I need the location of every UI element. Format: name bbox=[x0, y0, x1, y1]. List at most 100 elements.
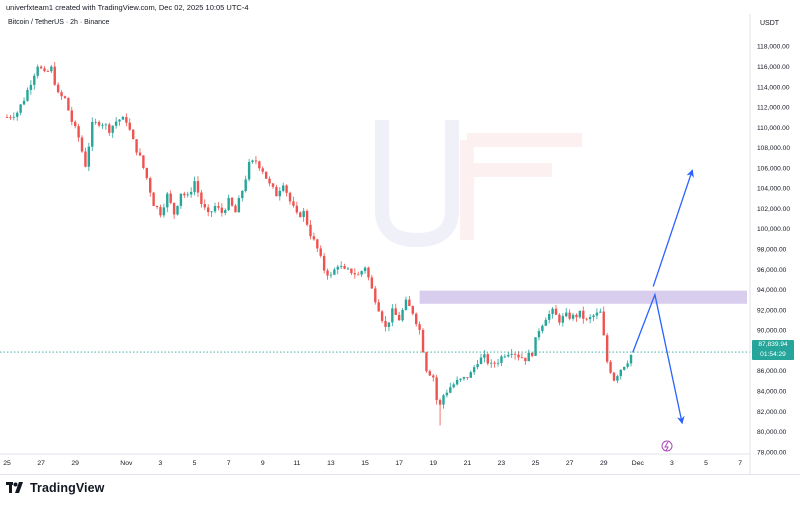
candle-body bbox=[534, 337, 537, 356]
symbol-title[interactable]: Bitcoin / TetherUS · 2h · Binance bbox=[8, 19, 110, 26]
candle-body bbox=[551, 308, 554, 314]
bearish-projection-arrow bbox=[632, 292, 685, 425]
candle-body bbox=[472, 367, 476, 373]
candle-body bbox=[299, 212, 302, 217]
candle-body bbox=[91, 121, 94, 147]
candle-body bbox=[111, 125, 114, 133]
candle-body bbox=[469, 372, 472, 378]
candle-body bbox=[428, 371, 432, 376]
candle-body bbox=[605, 335, 609, 362]
price-tick-label: 104,000.00 bbox=[757, 186, 790, 193]
resistance-zone bbox=[419, 290, 747, 304]
candle-body bbox=[268, 178, 271, 184]
candle-body bbox=[421, 329, 425, 353]
price-tick-label: 90,000.00 bbox=[757, 328, 787, 335]
candle-body bbox=[353, 273, 357, 275]
candle-body bbox=[46, 71, 50, 72]
candle-body bbox=[179, 193, 183, 206]
candle-body bbox=[114, 121, 118, 126]
price-tick-label: 108,000.00 bbox=[757, 145, 790, 152]
candle-body bbox=[278, 190, 281, 197]
candle-body bbox=[432, 375, 435, 378]
time-tick-label: 17 bbox=[395, 460, 403, 467]
candle-body bbox=[292, 201, 295, 206]
candle-body bbox=[77, 126, 80, 138]
candle-body bbox=[9, 117, 12, 119]
price-tick-label: 84,000.00 bbox=[757, 388, 787, 395]
chart-credit: univerfxteam1 created with TradingView.c… bbox=[6, 3, 249, 12]
candle-body bbox=[224, 210, 227, 213]
candle-body bbox=[479, 357, 483, 365]
candle-body bbox=[12, 116, 16, 118]
candle-body bbox=[264, 171, 268, 179]
candle-body bbox=[258, 161, 261, 169]
bar-countdown: 01:54:29 bbox=[760, 351, 786, 358]
candle-body bbox=[319, 248, 322, 256]
candle-body bbox=[503, 356, 507, 358]
candle-body bbox=[43, 68, 46, 72]
price-tick-label: 102,000.00 bbox=[757, 206, 790, 213]
candle-body bbox=[585, 318, 588, 320]
candle-body bbox=[490, 362, 493, 364]
time-axis[interactable]: 25 27 29 Nov 3 5 7 9 11 13 15 17 19 21 23 25 27 29 Dec 3 5 7 bbox=[0, 453, 750, 467]
candle-body bbox=[619, 369, 622, 377]
candle-body bbox=[578, 310, 582, 318]
candle-body bbox=[70, 110, 73, 122]
price-tick-label: 96,000.00 bbox=[757, 267, 787, 274]
candle-body bbox=[230, 197, 234, 206]
price-axis[interactable]: 118,000.00 116,000.00 114,000.00 112,000.00… bbox=[749, 14, 790, 474]
time-tick-label: 13 bbox=[327, 460, 335, 467]
time-tick-label: Dec bbox=[632, 460, 645, 467]
time-tick-label: 11 bbox=[293, 460, 300, 467]
candle-body bbox=[322, 255, 326, 271]
candle-body bbox=[39, 66, 43, 69]
candle-body bbox=[121, 117, 125, 120]
tradingview-logo[interactable]: TradingView bbox=[6, 481, 105, 495]
candle-body bbox=[544, 319, 547, 326]
time-tick-label: 25 bbox=[3, 460, 11, 467]
candle-body bbox=[275, 186, 278, 197]
candle-body bbox=[285, 185, 288, 193]
candle-body bbox=[370, 277, 374, 289]
price-tick-label: 112,000.00 bbox=[757, 105, 790, 112]
candle-body bbox=[476, 364, 479, 368]
candle-body bbox=[53, 66, 56, 85]
candle-body bbox=[486, 354, 490, 364]
price-tick-label: 94,000.00 bbox=[757, 287, 787, 294]
candle-body bbox=[36, 66, 39, 76]
candle-body bbox=[571, 314, 575, 319]
candle-body bbox=[387, 322, 391, 327]
candle-body bbox=[346, 268, 350, 270]
price-tick-label: 92,000.00 bbox=[757, 307, 787, 314]
candle-body bbox=[404, 299, 408, 310]
candle-body bbox=[329, 274, 333, 276]
candle-body bbox=[609, 361, 612, 373]
candle-body bbox=[333, 269, 336, 275]
candle-body bbox=[500, 356, 503, 363]
candle-body bbox=[575, 314, 578, 318]
candle-body bbox=[599, 311, 602, 313]
time-tick-label: 21 bbox=[464, 460, 472, 467]
candle-body bbox=[189, 191, 193, 195]
time-tick-label: 3 bbox=[159, 460, 163, 467]
candle-body bbox=[19, 104, 22, 113]
candle-body bbox=[455, 379, 459, 385]
candle-body bbox=[357, 274, 360, 276]
time-tick-label: 5 bbox=[193, 460, 197, 467]
candle-body bbox=[343, 265, 346, 269]
time-tick-label: 15 bbox=[361, 460, 369, 467]
candle-body bbox=[520, 357, 524, 359]
candle-body bbox=[125, 117, 128, 123]
lightning-icon bbox=[661, 440, 673, 452]
candle-body bbox=[302, 210, 305, 217]
candle-body bbox=[135, 139, 138, 153]
candle-body bbox=[394, 308, 397, 315]
tradingview-icon bbox=[6, 482, 23, 493]
candle-body bbox=[67, 97, 70, 111]
candles-layer bbox=[5, 61, 633, 426]
time-tick-label: 29 bbox=[71, 460, 79, 467]
candle-body bbox=[33, 75, 36, 85]
currency-label[interactable]: USDT bbox=[760, 20, 780, 27]
time-tick-label: 5 bbox=[704, 460, 708, 467]
